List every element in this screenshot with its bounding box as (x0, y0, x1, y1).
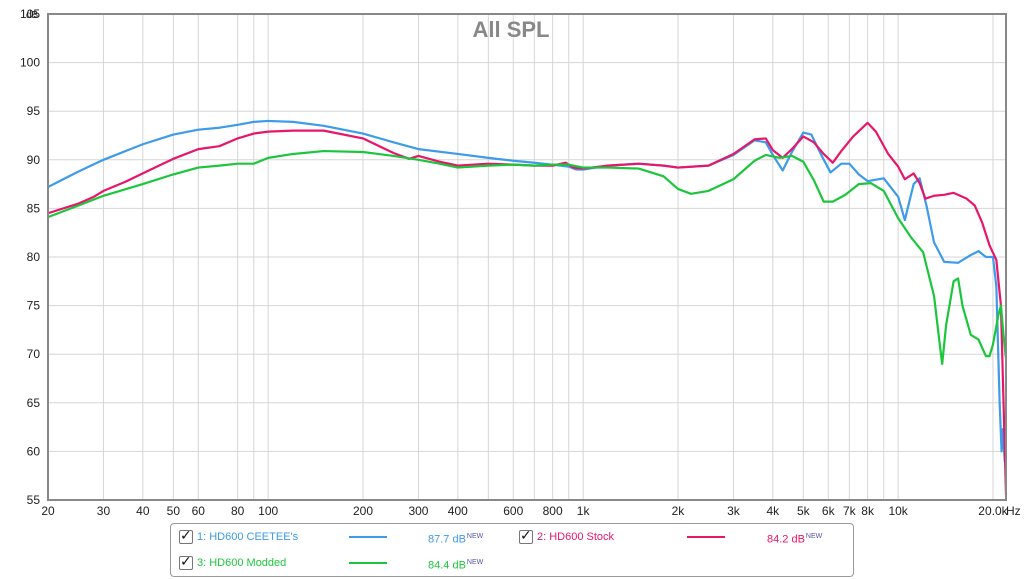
legend-swatch-stock (687, 536, 725, 538)
x-tick-label: 40 (136, 504, 150, 518)
x-tick-label: 7k (843, 504, 857, 518)
x-tick-label: 600 (503, 504, 523, 518)
x-tick-label: 200 (353, 504, 373, 518)
y-tick-label: 95 (27, 104, 41, 118)
y-tick-label: 100 (20, 56, 40, 70)
y-tick-label: 90 (27, 153, 41, 167)
y-axis-ticks: 55 60 65 70 75 80 85 90 95 100 105 (20, 7, 40, 507)
x-tick-label: 50 (167, 504, 181, 518)
y-axis-unit: dB (26, 10, 39, 21)
x-tick-label: 4k (766, 504, 780, 518)
x-tick-label: 400 (448, 504, 468, 518)
frequency-response-chart: 55 60 65 70 75 80 85 90 95 100 105 20 30 40 50 60 80 100… (20, 7, 1021, 518)
legend-value-ceetee: 87.7 dBNEW (428, 533, 484, 546)
y-tick-label: 65 (27, 396, 41, 410)
x-tick-label: 80 (231, 504, 245, 518)
x-tick-label: 300 (408, 504, 428, 518)
x-axis-unit: Hz (1006, 504, 1021, 518)
x-tick-label: 60 (192, 504, 206, 518)
plot-frame (47, 13, 1007, 501)
checkbox-ceetee[interactable] (179, 527, 193, 545)
legend-item-ceetee[interactable]: 1: HD600 CEETEE's 87.7 dBNEW (179, 527, 499, 546)
legend-swatch-modded (349, 562, 387, 564)
x-tick-label: 8k (861, 504, 875, 518)
series-line-1 (47, 119, 1008, 467)
x-tick-label: 20.0k (978, 504, 1008, 518)
legend-item-stock[interactable]: 2: HD600 Stock 84.2 dBNEW (519, 527, 839, 546)
legend-value-stock: 84.2 dBNEW (767, 533, 823, 546)
legend-label-stock: 2: HD600 Stock (537, 531, 615, 543)
legend: 1: HD600 CEETEE's 87.7 dBNEW 2: HD600 St… (170, 523, 854, 577)
x-tick-label: 30 (97, 504, 111, 518)
x-tick-label: 800 (543, 504, 563, 518)
x-tick-label: 20 (41, 504, 55, 518)
legend-item-modded[interactable]: 3: HD600 Modded 84.4 dBNEW (179, 553, 499, 572)
series-lines (47, 119, 1008, 496)
y-tick-label: 105 (20, 7, 40, 21)
legend-label-modded: 3: HD600 Modded (197, 557, 287, 569)
y-tick-label: 80 (27, 250, 41, 264)
checkbox-stock[interactable] (519, 527, 533, 545)
legend-label-ceetee: 1: HD600 CEETEE's (197, 531, 299, 543)
y-tick-label: 55 (27, 493, 41, 507)
x-tick-label: 5k (797, 504, 811, 518)
series-line-3 (47, 149, 1008, 366)
y-tick-label: 85 (27, 201, 41, 215)
y-tick-label: 75 (27, 299, 41, 313)
x-tick-label: 2k (672, 504, 686, 518)
legend-value-modded: 84.4 dBNEW (428, 559, 484, 572)
x-axis-ticks: 20 30 40 50 60 80 100 200 300 400 600 800 1k 2k 3k 4k 5k… (41, 504, 1008, 518)
x-tick-label: 3k (727, 504, 741, 518)
legend-swatch-ceetee (349, 536, 387, 538)
x-tick-label: 10k (888, 504, 908, 518)
series-line-2 (47, 121, 1008, 496)
chart-title: All SPL (472, 17, 549, 42)
x-tick-label: 1k (577, 504, 591, 518)
y-tick-label: 70 (27, 347, 41, 361)
x-tick-label: 6k (822, 504, 836, 518)
x-tick-label: 100 (258, 504, 278, 518)
checkbox-modded[interactable] (179, 553, 193, 571)
y-tick-label: 60 (27, 444, 41, 458)
